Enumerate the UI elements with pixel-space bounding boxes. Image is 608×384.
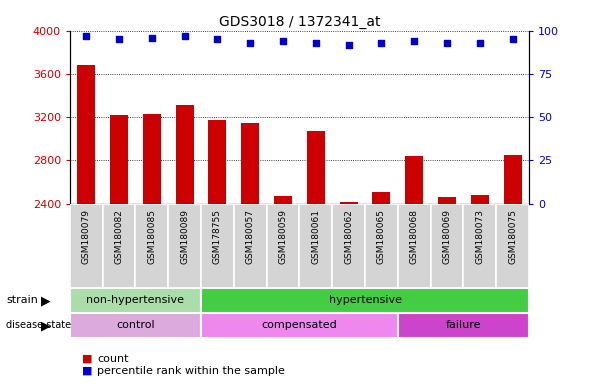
Bar <box>136 204 168 288</box>
Point <box>147 35 157 41</box>
Bar <box>77 65 95 204</box>
Bar <box>234 204 267 288</box>
Text: disease state: disease state <box>6 320 71 331</box>
Bar <box>241 122 259 204</box>
Bar <box>463 204 496 288</box>
Text: failure: failure <box>446 320 481 331</box>
Text: control: control <box>116 320 155 331</box>
Point <box>344 41 353 48</box>
Point <box>81 33 91 39</box>
Bar <box>70 313 201 338</box>
Bar <box>70 288 201 313</box>
Bar <box>274 196 292 204</box>
Bar <box>307 131 325 204</box>
Text: GSM180073: GSM180073 <box>475 209 485 265</box>
Text: GDS3018 / 1372341_at: GDS3018 / 1372341_at <box>219 15 380 29</box>
Bar <box>201 204 234 288</box>
Bar <box>267 204 300 288</box>
Bar <box>143 114 161 204</box>
Bar <box>365 204 398 288</box>
Text: GSM180075: GSM180075 <box>508 209 517 265</box>
Bar <box>340 202 358 204</box>
Text: GSM180069: GSM180069 <box>443 209 452 265</box>
Text: GSM180082: GSM180082 <box>114 209 123 264</box>
Bar <box>201 288 529 313</box>
Bar <box>471 195 489 204</box>
Text: GSM180068: GSM180068 <box>410 209 419 265</box>
Bar <box>372 192 390 204</box>
Point <box>409 38 419 44</box>
Point <box>311 40 320 46</box>
Bar <box>300 204 332 288</box>
Point <box>278 38 288 44</box>
Bar <box>503 155 522 204</box>
Bar <box>496 204 529 288</box>
Bar <box>398 204 430 288</box>
Bar <box>70 204 103 288</box>
Text: compensated: compensated <box>261 320 337 331</box>
Bar <box>430 204 463 288</box>
Text: GSM180057: GSM180057 <box>246 209 255 265</box>
Point <box>114 36 124 42</box>
Point <box>475 40 485 46</box>
Text: non-hypertensive: non-hypertensive <box>86 295 184 306</box>
Bar <box>438 197 456 204</box>
Text: GSM180062: GSM180062 <box>344 209 353 264</box>
Text: ■: ■ <box>82 354 92 364</box>
Point <box>213 36 223 42</box>
Bar <box>103 204 136 288</box>
Text: GSM180089: GSM180089 <box>180 209 189 265</box>
Point <box>508 36 517 42</box>
Text: ▶: ▶ <box>41 319 50 332</box>
Point <box>442 40 452 46</box>
Text: ■: ■ <box>82 366 92 376</box>
Bar <box>110 115 128 204</box>
Text: count: count <box>97 354 129 364</box>
Text: GSM180085: GSM180085 <box>147 209 156 265</box>
Text: GSM180061: GSM180061 <box>311 209 320 265</box>
Bar <box>398 313 529 338</box>
Text: hypertensive: hypertensive <box>328 295 401 306</box>
Bar <box>405 156 423 204</box>
Text: GSM180065: GSM180065 <box>377 209 386 265</box>
Point <box>180 33 190 39</box>
Text: ▶: ▶ <box>41 294 50 307</box>
Bar <box>209 120 227 204</box>
Bar <box>176 105 194 204</box>
Text: GSM180059: GSM180059 <box>278 209 288 265</box>
Text: percentile rank within the sample: percentile rank within the sample <box>97 366 285 376</box>
Text: strain: strain <box>6 295 38 306</box>
Bar <box>201 313 398 338</box>
Text: GSM178755: GSM178755 <box>213 209 222 265</box>
Point <box>376 40 386 46</box>
Bar <box>168 204 201 288</box>
Text: GSM180079: GSM180079 <box>82 209 91 265</box>
Bar <box>332 204 365 288</box>
Point <box>246 40 255 46</box>
